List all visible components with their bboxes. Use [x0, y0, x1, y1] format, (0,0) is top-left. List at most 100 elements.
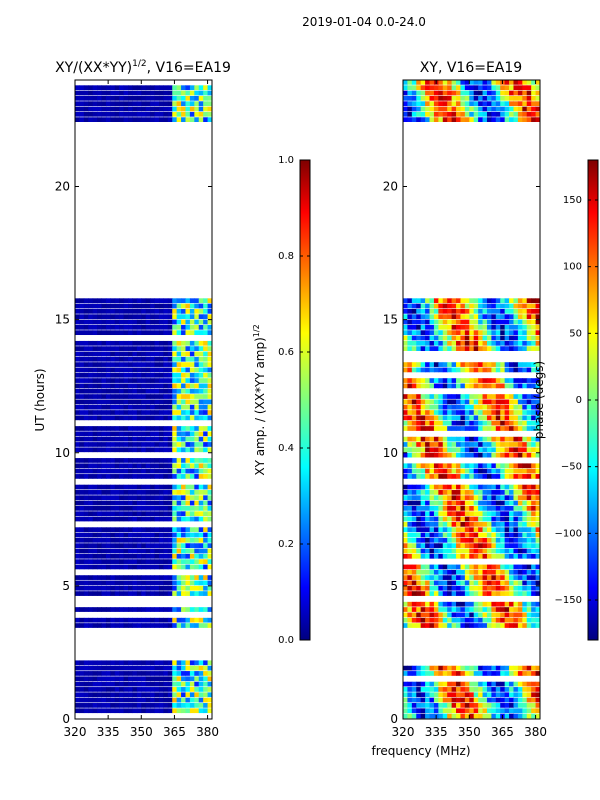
heatmap-cell	[451, 426, 457, 431]
heatmap-cell	[526, 506, 532, 511]
heatmap-cell	[535, 367, 541, 373]
heatmap-cell	[154, 495, 160, 501]
heatmap-cell	[132, 564, 138, 570]
heatmap-cell	[495, 612, 501, 618]
heatmap-cell	[123, 388, 129, 394]
heatmap-cell	[185, 117, 191, 122]
heatmap-cell	[447, 303, 453, 309]
heatmap-cell	[433, 612, 439, 618]
heatmap-cell	[500, 543, 506, 548]
heatmap-cell	[522, 575, 528, 580]
heatmap-cell	[189, 362, 195, 367]
heatmap-cell	[83, 314, 89, 320]
heatmap-cell	[79, 591, 85, 596]
heatmap-cell	[114, 314, 120, 320]
heatmap-cell	[207, 591, 213, 596]
heatmap-cell	[522, 516, 528, 522]
heatmap-cell	[189, 410, 195, 415]
heatmap-cell	[145, 692, 151, 698]
heatmap-cell	[92, 532, 98, 538]
heatmap-cell	[478, 490, 484, 495]
heatmap-cell	[83, 372, 89, 378]
heatmap-cell	[517, 495, 523, 501]
heatmap-cell	[509, 665, 514, 671]
heatmap-cell	[429, 335, 435, 341]
heatmap-cell	[83, 484, 89, 490]
heatmap-cell	[136, 591, 142, 596]
heatmap-cell	[478, 612, 484, 618]
heatmap-cell	[189, 676, 195, 682]
heatmap-cell	[420, 362, 426, 367]
heatmap-cell	[442, 367, 448, 373]
heatmap-cell	[181, 676, 186, 682]
heatmap-cell	[447, 623, 453, 628]
heatmap-cell	[105, 617, 111, 623]
heatmap-cell	[75, 442, 80, 447]
heatmap-cell	[88, 559, 94, 564]
heatmap-cell	[425, 543, 431, 548]
heatmap-cell	[163, 580, 169, 586]
heatmap-cell	[464, 410, 470, 415]
heatmap-cell	[438, 564, 444, 570]
heatmap-cell	[123, 532, 129, 538]
heatmap-cell	[79, 607, 85, 612]
heatmap-cell	[504, 474, 510, 479]
heatmap-cell	[535, 394, 541, 399]
heatmap-cell	[136, 346, 142, 351]
heatmap-cell	[411, 330, 417, 336]
heatmap-cell	[411, 681, 417, 687]
heatmap-cell	[194, 676, 200, 682]
heatmap-cell	[531, 117, 537, 122]
heatmap-cell	[141, 692, 147, 698]
heatmap-cell	[460, 319, 466, 325]
heatmap-cell	[478, 80, 484, 85]
heatmap-cell	[517, 713, 523, 719]
heatmap-cell	[478, 697, 484, 703]
heatmap-cell	[128, 543, 133, 548]
heatmap-cell	[469, 671, 475, 676]
heatmap-cell	[181, 617, 186, 623]
heatmap-cell	[433, 314, 439, 320]
heatmap-cell	[500, 553, 506, 559]
heatmap-cell	[535, 665, 541, 671]
heatmap-cell	[425, 506, 431, 511]
heatmap-cell	[158, 527, 164, 533]
heatmap-cell	[535, 303, 541, 309]
colorbar-tick-label: 0.4	[278, 443, 294, 454]
heatmap-cell	[79, 346, 85, 351]
heatmap-cell	[429, 708, 435, 714]
heatmap-cell	[438, 106, 444, 112]
heatmap-cell	[416, 623, 422, 628]
heatmap-cell	[495, 553, 501, 559]
heatmap-cell	[460, 101, 466, 107]
heatmap-cell	[420, 415, 426, 421]
heatmap-cell	[158, 95, 164, 101]
heatmap-cell	[167, 351, 173, 357]
heatmap-cell	[101, 324, 107, 330]
heatmap-cell	[478, 484, 484, 490]
heatmap-cell	[509, 681, 514, 687]
heatmap-cell	[114, 106, 120, 112]
heatmap-cell	[526, 463, 532, 469]
heatmap-cell	[136, 463, 142, 469]
heatmap-cell	[97, 559, 103, 564]
heatmap-cell	[535, 580, 541, 586]
heatmap-cell	[438, 687, 444, 692]
heatmap-cell	[504, 671, 510, 676]
heatmap-cell	[509, 468, 514, 474]
heatmap-cell	[411, 324, 417, 330]
heatmap-cell	[531, 708, 537, 714]
heatmap-cell	[456, 111, 461, 117]
heatmap-cell	[154, 474, 160, 479]
heatmap-cell	[176, 378, 182, 383]
heatmap-cell	[172, 665, 178, 671]
heatmap-cell	[513, 500, 519, 506]
x-tick-label: 350	[130, 725, 153, 739]
heatmap-cell	[132, 665, 138, 671]
heatmap-cell	[456, 617, 461, 623]
heatmap-cell	[132, 490, 138, 495]
heatmap-cell	[79, 575, 85, 580]
heatmap-cell	[460, 543, 466, 548]
heatmap-cell	[207, 548, 213, 554]
heatmap-cell	[469, 601, 475, 607]
